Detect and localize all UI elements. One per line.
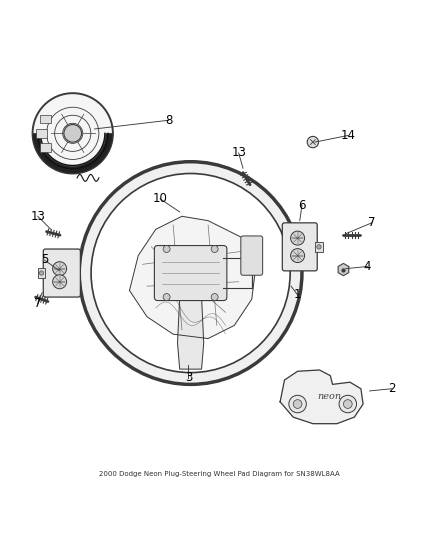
Text: 13: 13 — [30, 210, 45, 223]
Wedge shape — [79, 161, 302, 384]
FancyBboxPatch shape — [154, 246, 227, 301]
Text: neon: neon — [318, 392, 342, 401]
Text: 7: 7 — [34, 297, 42, 310]
FancyBboxPatch shape — [40, 143, 51, 152]
Text: 14: 14 — [340, 129, 355, 142]
FancyBboxPatch shape — [315, 241, 323, 252]
Text: 2: 2 — [388, 382, 395, 395]
FancyBboxPatch shape — [241, 236, 263, 275]
Text: 5: 5 — [41, 254, 48, 266]
FancyBboxPatch shape — [36, 129, 47, 138]
Circle shape — [163, 294, 170, 301]
Circle shape — [53, 275, 67, 289]
Polygon shape — [280, 370, 363, 424]
Polygon shape — [130, 216, 256, 338]
Circle shape — [317, 245, 321, 249]
FancyBboxPatch shape — [38, 268, 46, 278]
Text: 8: 8 — [165, 114, 173, 127]
Text: 10: 10 — [152, 192, 167, 205]
Circle shape — [64, 125, 81, 142]
Circle shape — [339, 395, 357, 413]
FancyBboxPatch shape — [283, 223, 317, 271]
Circle shape — [39, 271, 44, 275]
Text: 1: 1 — [294, 288, 301, 301]
Circle shape — [290, 248, 304, 263]
Circle shape — [53, 262, 67, 276]
Polygon shape — [338, 263, 349, 276]
Text: 2000 Dodge Neon Plug-Steering Wheel Pad Diagram for SN38WL8AA: 2000 Dodge Neon Plug-Steering Wheel Pad … — [99, 471, 339, 477]
Polygon shape — [177, 297, 204, 369]
Circle shape — [343, 400, 352, 408]
Circle shape — [289, 395, 306, 413]
Circle shape — [290, 231, 304, 245]
Circle shape — [211, 246, 218, 253]
FancyBboxPatch shape — [43, 249, 81, 297]
Text: 6: 6 — [298, 199, 306, 212]
Text: 4: 4 — [364, 260, 371, 273]
Circle shape — [163, 246, 170, 253]
Text: 3: 3 — [185, 372, 192, 384]
Circle shape — [211, 294, 218, 301]
Text: 7: 7 — [368, 216, 375, 229]
Wedge shape — [32, 133, 113, 174]
FancyBboxPatch shape — [40, 115, 51, 123]
Circle shape — [293, 400, 302, 408]
Circle shape — [32, 93, 113, 174]
Circle shape — [307, 136, 318, 148]
Text: 13: 13 — [231, 147, 246, 159]
